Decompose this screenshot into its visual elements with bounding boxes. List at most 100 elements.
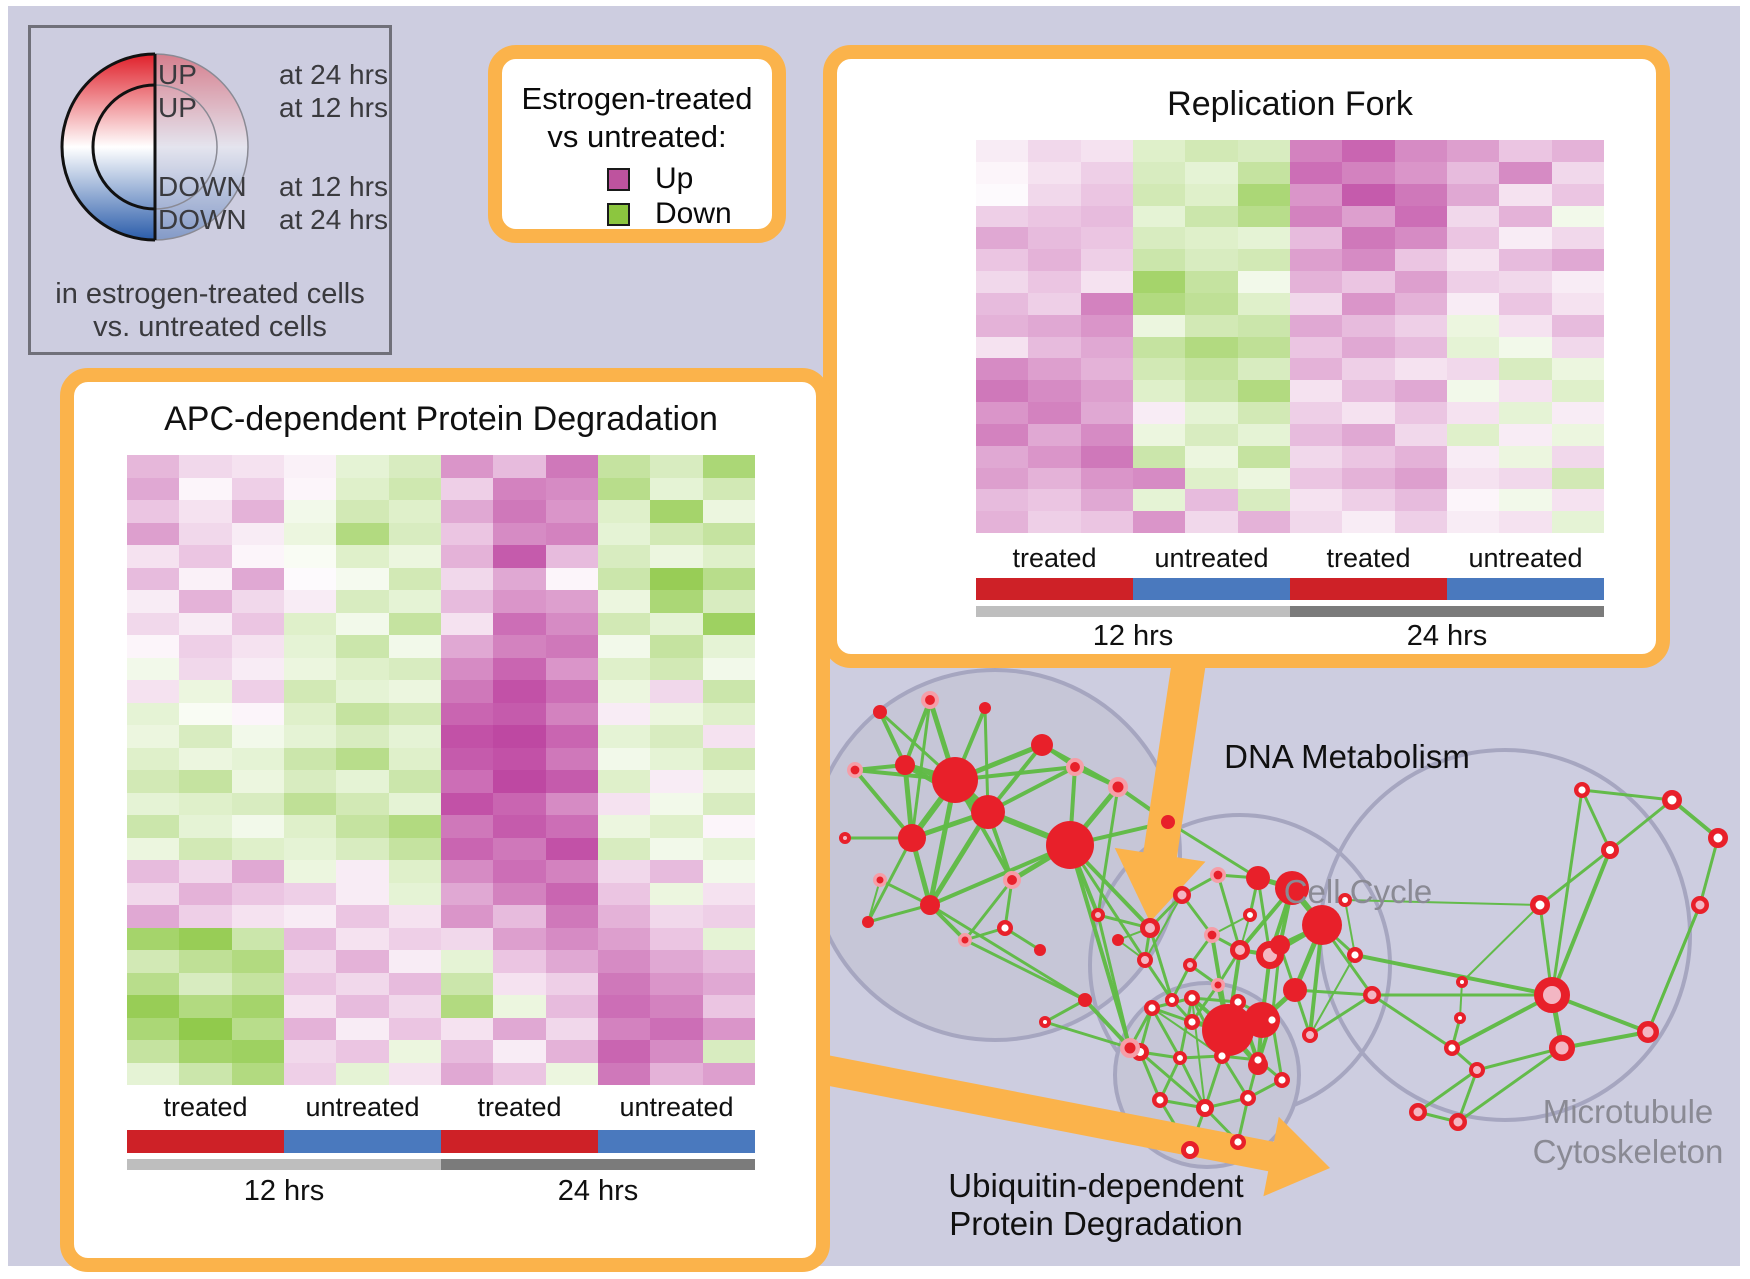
heatmap-cell xyxy=(1080,161,1133,184)
heatmap-cell xyxy=(283,950,337,973)
heatmap-cell xyxy=(1080,249,1133,271)
heatmap-cell xyxy=(1446,511,1500,533)
heatmap-cell xyxy=(336,950,389,973)
heatmap-cell xyxy=(440,680,494,703)
heatmap-cell xyxy=(493,882,546,905)
heatmap-cell xyxy=(1080,358,1133,381)
heatmap-cell xyxy=(1237,402,1290,424)
heatmap-cell xyxy=(545,500,598,523)
heatmap-cell xyxy=(1551,445,1604,468)
heatmap-cell xyxy=(976,467,1029,490)
heatmap-cell xyxy=(1080,380,1133,402)
heatmap-cell xyxy=(179,815,232,838)
heatmap-cell xyxy=(493,747,546,770)
heatmap-cell xyxy=(1394,292,1447,315)
heatmap-cell xyxy=(545,1062,598,1085)
heatmap-cell xyxy=(440,950,494,973)
heatmap-cell xyxy=(545,522,598,545)
heatmap-cell xyxy=(1446,380,1500,402)
heatmap-cell xyxy=(1237,489,1290,512)
time-label: 24 hrs xyxy=(1406,620,1488,652)
heatmap-cell xyxy=(440,972,494,995)
heatmap-cell xyxy=(493,770,546,793)
heatmap-cell xyxy=(231,815,284,838)
heatmap-cell xyxy=(650,657,703,680)
heatmap-cell xyxy=(1132,227,1186,250)
group-label: treated xyxy=(163,1092,248,1122)
heatmap-cell xyxy=(388,860,441,883)
heatmap-cell xyxy=(1289,227,1343,250)
heatmap-cell xyxy=(231,792,284,815)
heatmap-cell xyxy=(1237,511,1290,533)
heatmap-cell xyxy=(283,995,337,1018)
group-color-bar xyxy=(284,1130,441,1153)
heatmap-cell xyxy=(127,950,180,973)
heatmap-cell xyxy=(231,882,284,905)
legend-down-24-time: at 24 hrs xyxy=(279,204,388,235)
heatmap-cell xyxy=(440,837,494,860)
heatmap-cell xyxy=(231,995,284,1018)
heatmap-cell xyxy=(283,927,337,950)
heatmap-cell xyxy=(650,792,703,815)
heatmap-cell xyxy=(1499,292,1552,315)
heatmap-cell xyxy=(650,837,703,860)
heatmap-cell xyxy=(231,1017,284,1040)
heatmap-cell xyxy=(1551,292,1604,315)
legend-up-12-time: at 12 hrs xyxy=(279,92,388,123)
updown-circle-diagram xyxy=(60,52,249,242)
heatmap-cell xyxy=(702,477,755,500)
heatmap-cell xyxy=(283,725,337,748)
heatmap-cell xyxy=(702,972,755,995)
heatmap-cell xyxy=(702,747,755,770)
heatmap-cell xyxy=(702,815,755,838)
group-label: treated xyxy=(477,1092,562,1122)
heatmap-cell xyxy=(1289,336,1343,359)
heatmap-cell xyxy=(388,477,441,500)
group-label: untreated xyxy=(305,1092,420,1122)
heatmap-cell xyxy=(179,972,232,995)
time-color-bar xyxy=(1290,606,1604,617)
heatmap-cell xyxy=(1289,445,1343,468)
heatmap-cell xyxy=(650,522,703,545)
heatmap-cell xyxy=(1446,467,1500,490)
heatmap-cell xyxy=(545,770,598,793)
heatmap-cell xyxy=(440,1017,494,1040)
heatmap-cell xyxy=(545,545,598,568)
heatmap-cell xyxy=(231,972,284,995)
heatmap-cell xyxy=(336,927,389,950)
heatmap-cell xyxy=(388,590,441,613)
heatmap-cell xyxy=(1499,358,1552,381)
heatmap-cell xyxy=(597,567,651,590)
up-color-swatch xyxy=(607,168,630,191)
heatmap-cell xyxy=(231,837,284,860)
heatmap-cell xyxy=(231,680,284,703)
heatmap-cell xyxy=(1132,271,1186,293)
ubiquitin-label-line1: Ubiquitin-dependent xyxy=(948,1167,1244,1204)
legend-caption-line1: in estrogen-treated cells xyxy=(55,278,365,310)
heatmap-cell xyxy=(545,792,598,815)
heatmap-cell xyxy=(127,792,180,815)
heatmap-cell xyxy=(336,522,389,545)
heatmap-cell xyxy=(597,1017,651,1040)
heatmap-cell xyxy=(1028,292,1081,315)
heatmap-cell xyxy=(702,702,755,725)
heatmap-cell xyxy=(283,612,337,635)
group-color-bar xyxy=(1133,578,1290,600)
heatmap-cell xyxy=(597,545,651,568)
heatmap-cell xyxy=(1394,314,1447,337)
heatmap-cell xyxy=(1237,314,1290,337)
legend-up-12-dir: UP xyxy=(158,92,197,123)
heatmap-cell xyxy=(545,680,598,703)
heatmap-cell xyxy=(231,927,284,950)
heatmap-cell xyxy=(388,837,441,860)
heatmap-cell xyxy=(1394,271,1447,293)
heatmap-cell xyxy=(1342,227,1395,250)
heatmap-cell xyxy=(388,1062,441,1085)
heatmap-cell xyxy=(1446,402,1500,424)
heatmap-cell xyxy=(336,725,389,748)
heatmap-cell xyxy=(127,882,180,905)
heatmap-cell xyxy=(1289,380,1343,402)
heatmap-cell xyxy=(1551,423,1604,446)
heatmap-cell xyxy=(976,402,1029,424)
heatmap-cell xyxy=(1132,161,1186,184)
